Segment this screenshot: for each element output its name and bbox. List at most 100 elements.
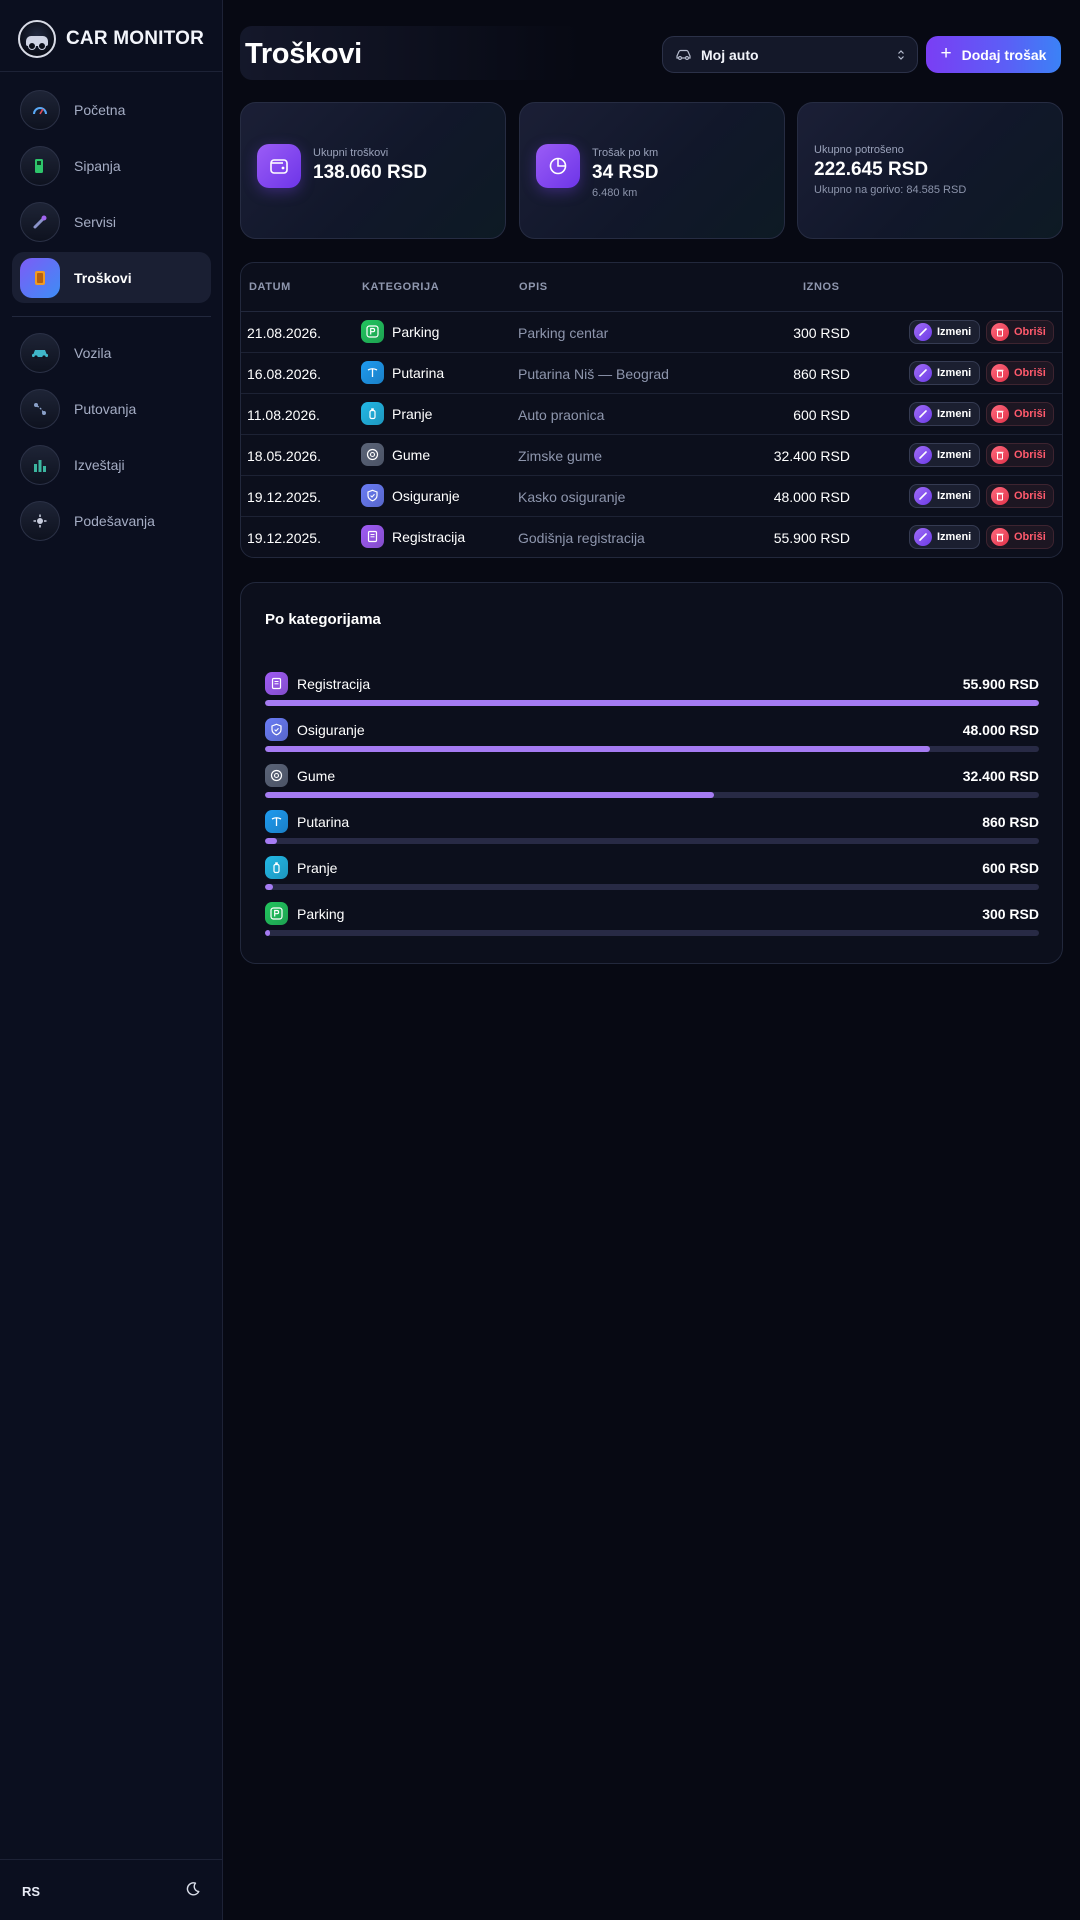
category-name: Parking [392,323,440,340]
main-content: Troškovi Moj auto + Dodaj trošak Ukupni … [223,0,1080,1920]
delete-label: Obriši [1014,367,1046,379]
add-expense-button[interactable]: + Dodaj trošak [926,36,1061,73]
vehicle-select[interactable]: Moj auto [662,36,918,73]
stat-label: Ukupno potrošeno [814,144,904,156]
edit-label: Izmeni [937,531,972,543]
sidebar-item-vozila[interactable]: Vozila [12,327,211,378]
progress-bar [265,792,714,798]
document-icon [265,672,288,695]
delete-button[interactable]: Obriši [986,361,1054,385]
delete-label: Obriši [1014,326,1046,338]
edit-button[interactable]: Izmeni [909,361,980,385]
delete-button[interactable]: Obriši [986,402,1054,426]
category-row: Parking 300 RSD [265,902,1039,942]
progress-track [265,746,1039,752]
table-body: 21.08.2026. Parking Parking centar 300 RSD I… [241,312,1062,557]
document-icon [361,525,384,548]
category-icon-wrap [265,672,288,695]
category-name: Parking [297,906,345,922]
progress-bar [265,746,930,752]
sidebar-item-label: Vozila [74,344,112,361]
header-backdrop [240,26,580,80]
table-row: 19.12.2025. Osiguranje Kasko osiguranje 48.… [241,476,1062,517]
category-amount: 300 RSD [982,906,1039,922]
cell-date: 19.12.2025. [247,530,321,546]
brand[interactable]: CAR MONITOR [18,20,204,58]
edit-label: Izmeni [937,449,972,461]
sidebar-item-label: Troškovi [74,269,132,286]
car-icon [676,49,691,60]
trash-icon [991,323,1009,341]
trash-icon [991,446,1009,464]
cell-category: Registracija [361,525,465,548]
speedometer-icon [20,89,60,130]
category-row: Registracija 55.900 RSD [265,672,1039,712]
cell-category: Osiguranje [361,484,460,507]
edit-label: Izmeni [937,490,972,502]
edit-label: Izmeni [937,326,972,338]
edit-label: Izmeni [937,367,972,379]
sidebar-item-servisi[interactable]: Servisi [12,196,211,247]
shield-icon [361,484,384,507]
sidebar-item-podesavanja[interactable]: Podešavanja [12,495,211,546]
wrench-icon [20,201,60,242]
sidebar-item-label: Podešavanja [74,512,155,529]
route-icon [20,388,60,429]
edit-button[interactable]: Izmeni [909,484,980,508]
sidebar-item-sipanja[interactable]: Sipanja [12,140,211,191]
edit-button[interactable]: Izmeni [909,525,980,549]
sidebar-item-label: Početna [74,101,126,118]
progress-track [265,792,1039,798]
edit-button[interactable]: Izmeni [909,402,980,426]
row-actions: Izmeni Obriši [909,443,1054,467]
sidebar-item-putovanja[interactable]: Putovanja [12,383,211,434]
brand-name: CAR MONITOR [66,28,205,49]
cell-date: 19.12.2025. [247,489,321,505]
category-name: Gume [297,768,336,784]
cell-description: Kasko osiguranje [518,489,626,505]
progress-track [265,884,1039,890]
toll-icon [361,361,384,384]
progress-bar [265,700,1039,706]
delete-button[interactable]: Obriši [986,525,1054,549]
stat-label: Trošak po km [592,147,659,159]
row-actions: Izmeni Obriši [909,402,1054,426]
category-row: Gume 32.400 RSD [265,764,1039,804]
stat-sub: Ukupno na gorivo: 84.585 RSD [814,184,967,196]
category-name: Osiguranje [392,487,460,504]
table-row: 16.08.2026. Putarina Putarina Niš — Beogra… [241,353,1062,394]
secondary-nav: Vozila Putovanja Izveštaji Podešavanja [12,327,211,551]
cell-category: Gume [361,443,430,466]
row-actions: Izmeni Obriši [909,320,1054,344]
table-row: 18.05.2026. Gume Zimske gume 32.400 RSD Izme… [241,435,1062,476]
sidebar-item-troskovi[interactable]: Troškovi [12,252,211,303]
delete-button[interactable]: Obriši [986,484,1054,508]
sidebar-item-pocetna[interactable]: Početna [12,84,211,135]
toll-icon [265,810,288,833]
cell-category: Parking [361,320,439,343]
delete-button[interactable]: Obriši [986,320,1054,344]
category-name: Registracija [297,676,371,692]
column-header-category[interactable]: KATEGORIJA [362,281,440,293]
theme-toggle-button[interactable] [183,1879,203,1899]
edit-button[interactable]: Izmeni [909,443,980,467]
category-amount: 48.000 RSD [962,722,1039,738]
category-name: Gume [392,446,431,463]
cell-date: 21.08.2026. [247,325,321,341]
trash-icon [991,405,1009,423]
delete-button[interactable]: Obriši [986,443,1054,467]
column-header-description[interactable]: OPIS [519,281,548,293]
cell-date: 11.08.2026. [247,407,320,423]
cell-amount: 55.900 RSD [773,530,850,546]
progress-bar [265,930,270,936]
column-header-amount[interactable]: IZNOS [803,281,840,293]
trash-icon [991,528,1009,546]
language-button[interactable]: RS [22,1884,41,1899]
column-header-date[interactable]: DATUM [249,281,291,293]
cell-description: Zimske gume [518,448,603,464]
delete-label: Obriši [1014,449,1046,461]
edit-button[interactable]: Izmeni [909,320,980,344]
cell-amount: 300 RSD [793,325,850,341]
pencil-icon [914,405,932,423]
sidebar-item-izvestaji[interactable]: Izveštaji [12,439,211,490]
